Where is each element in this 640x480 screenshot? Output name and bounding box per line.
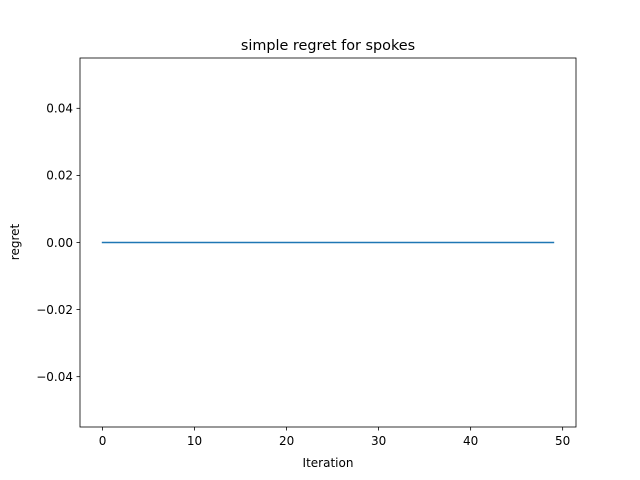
x-tick-label: 20 (279, 434, 294, 448)
y-tick-label: 0.04 (46, 102, 73, 116)
plot-area (79, 57, 577, 428)
y-axis-label: regret (8, 223, 22, 260)
x-axis: 0 10 20 30 40 50 (99, 427, 570, 448)
x-tick-label: 50 (555, 434, 570, 448)
y-tick-label: −0.02 (36, 303, 73, 317)
x-tick-label: 10 (187, 434, 202, 448)
chart-title: simple regret for spokes (241, 38, 415, 54)
x-tick-label: 40 (463, 434, 478, 448)
x-tick-label: 0 (99, 434, 107, 448)
x-tick-label: 30 (371, 434, 386, 448)
y-tick-label: 0.00 (46, 236, 73, 250)
y-tick-label: −0.04 (36, 370, 73, 384)
x-axis-label: Iteration (303, 456, 354, 470)
y-tick-label: 0.02 (46, 169, 73, 183)
y-axis: −0.04 −0.02 0.00 0.02 0.04 (36, 102, 80, 384)
